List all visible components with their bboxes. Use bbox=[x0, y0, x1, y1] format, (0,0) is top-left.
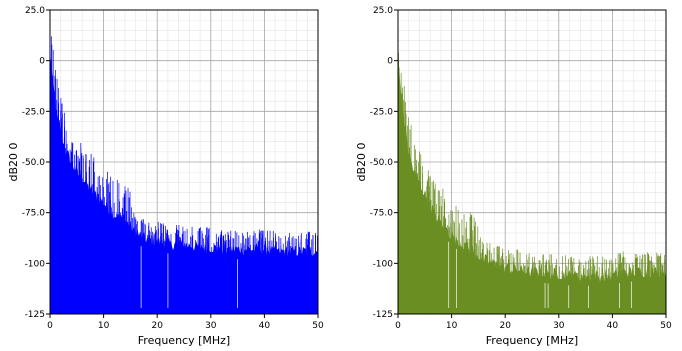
y-tick-label: 0 bbox=[39, 57, 45, 67]
chart-panel-1: 0 10 20 30 40 50 25.0 0 -25.0 -50.0 -75.0 -100 -125 F… bbox=[7, 6, 324, 347]
x-tick-label: 50 bbox=[660, 321, 672, 331]
x-tick-label: 10 bbox=[98, 321, 110, 331]
y-tick-label: -50.0 bbox=[370, 158, 394, 168]
x-tick-label: 30 bbox=[553, 321, 565, 331]
spectrum-series bbox=[398, 47, 667, 314]
y-tick-label: -75.0 bbox=[22, 209, 46, 219]
y-tick-label: -25.0 bbox=[22, 107, 46, 117]
x-tick-label: 0 bbox=[395, 321, 401, 331]
x-tick-label: 30 bbox=[205, 321, 217, 331]
x-tick-label: 50 bbox=[312, 321, 324, 331]
x-tick-label: 20 bbox=[151, 321, 163, 331]
y-tick-label: -75.0 bbox=[370, 209, 394, 219]
y-tick-label: -25.0 bbox=[370, 107, 394, 117]
y-axis-label: dB20 0 bbox=[355, 142, 368, 181]
x-tick-label: 20 bbox=[499, 321, 511, 331]
y-tick-label: -125 bbox=[373, 310, 393, 320]
y-tick-label: -100 bbox=[25, 259, 46, 269]
y-tick-label: -100 bbox=[373, 259, 394, 269]
y-tick-label: 25.0 bbox=[25, 6, 45, 16]
spectrum-series bbox=[49, 36, 318, 315]
y-tick-label: -50.0 bbox=[22, 158, 46, 168]
y-tick-label: -125 bbox=[25, 310, 45, 320]
x-tick-label: 10 bbox=[446, 321, 458, 331]
y-tick-label: 25.0 bbox=[373, 6, 393, 16]
chart-panel-2: 0 10 20 30 40 50 25.0 0 -25.0 -50.0 -75.0 -100 -125 F… bbox=[355, 6, 672, 347]
x-axis-label: Frequency [MHz] bbox=[486, 334, 578, 347]
x-tick-label: 0 bbox=[47, 321, 53, 331]
x-axis-label: Frequency [MHz] bbox=[138, 334, 230, 347]
y-tick-label: 0 bbox=[387, 57, 393, 67]
x-tick-label: 40 bbox=[259, 321, 271, 331]
y-axis-label: dB20 0 bbox=[7, 142, 20, 181]
x-tick-label: 40 bbox=[607, 321, 619, 331]
